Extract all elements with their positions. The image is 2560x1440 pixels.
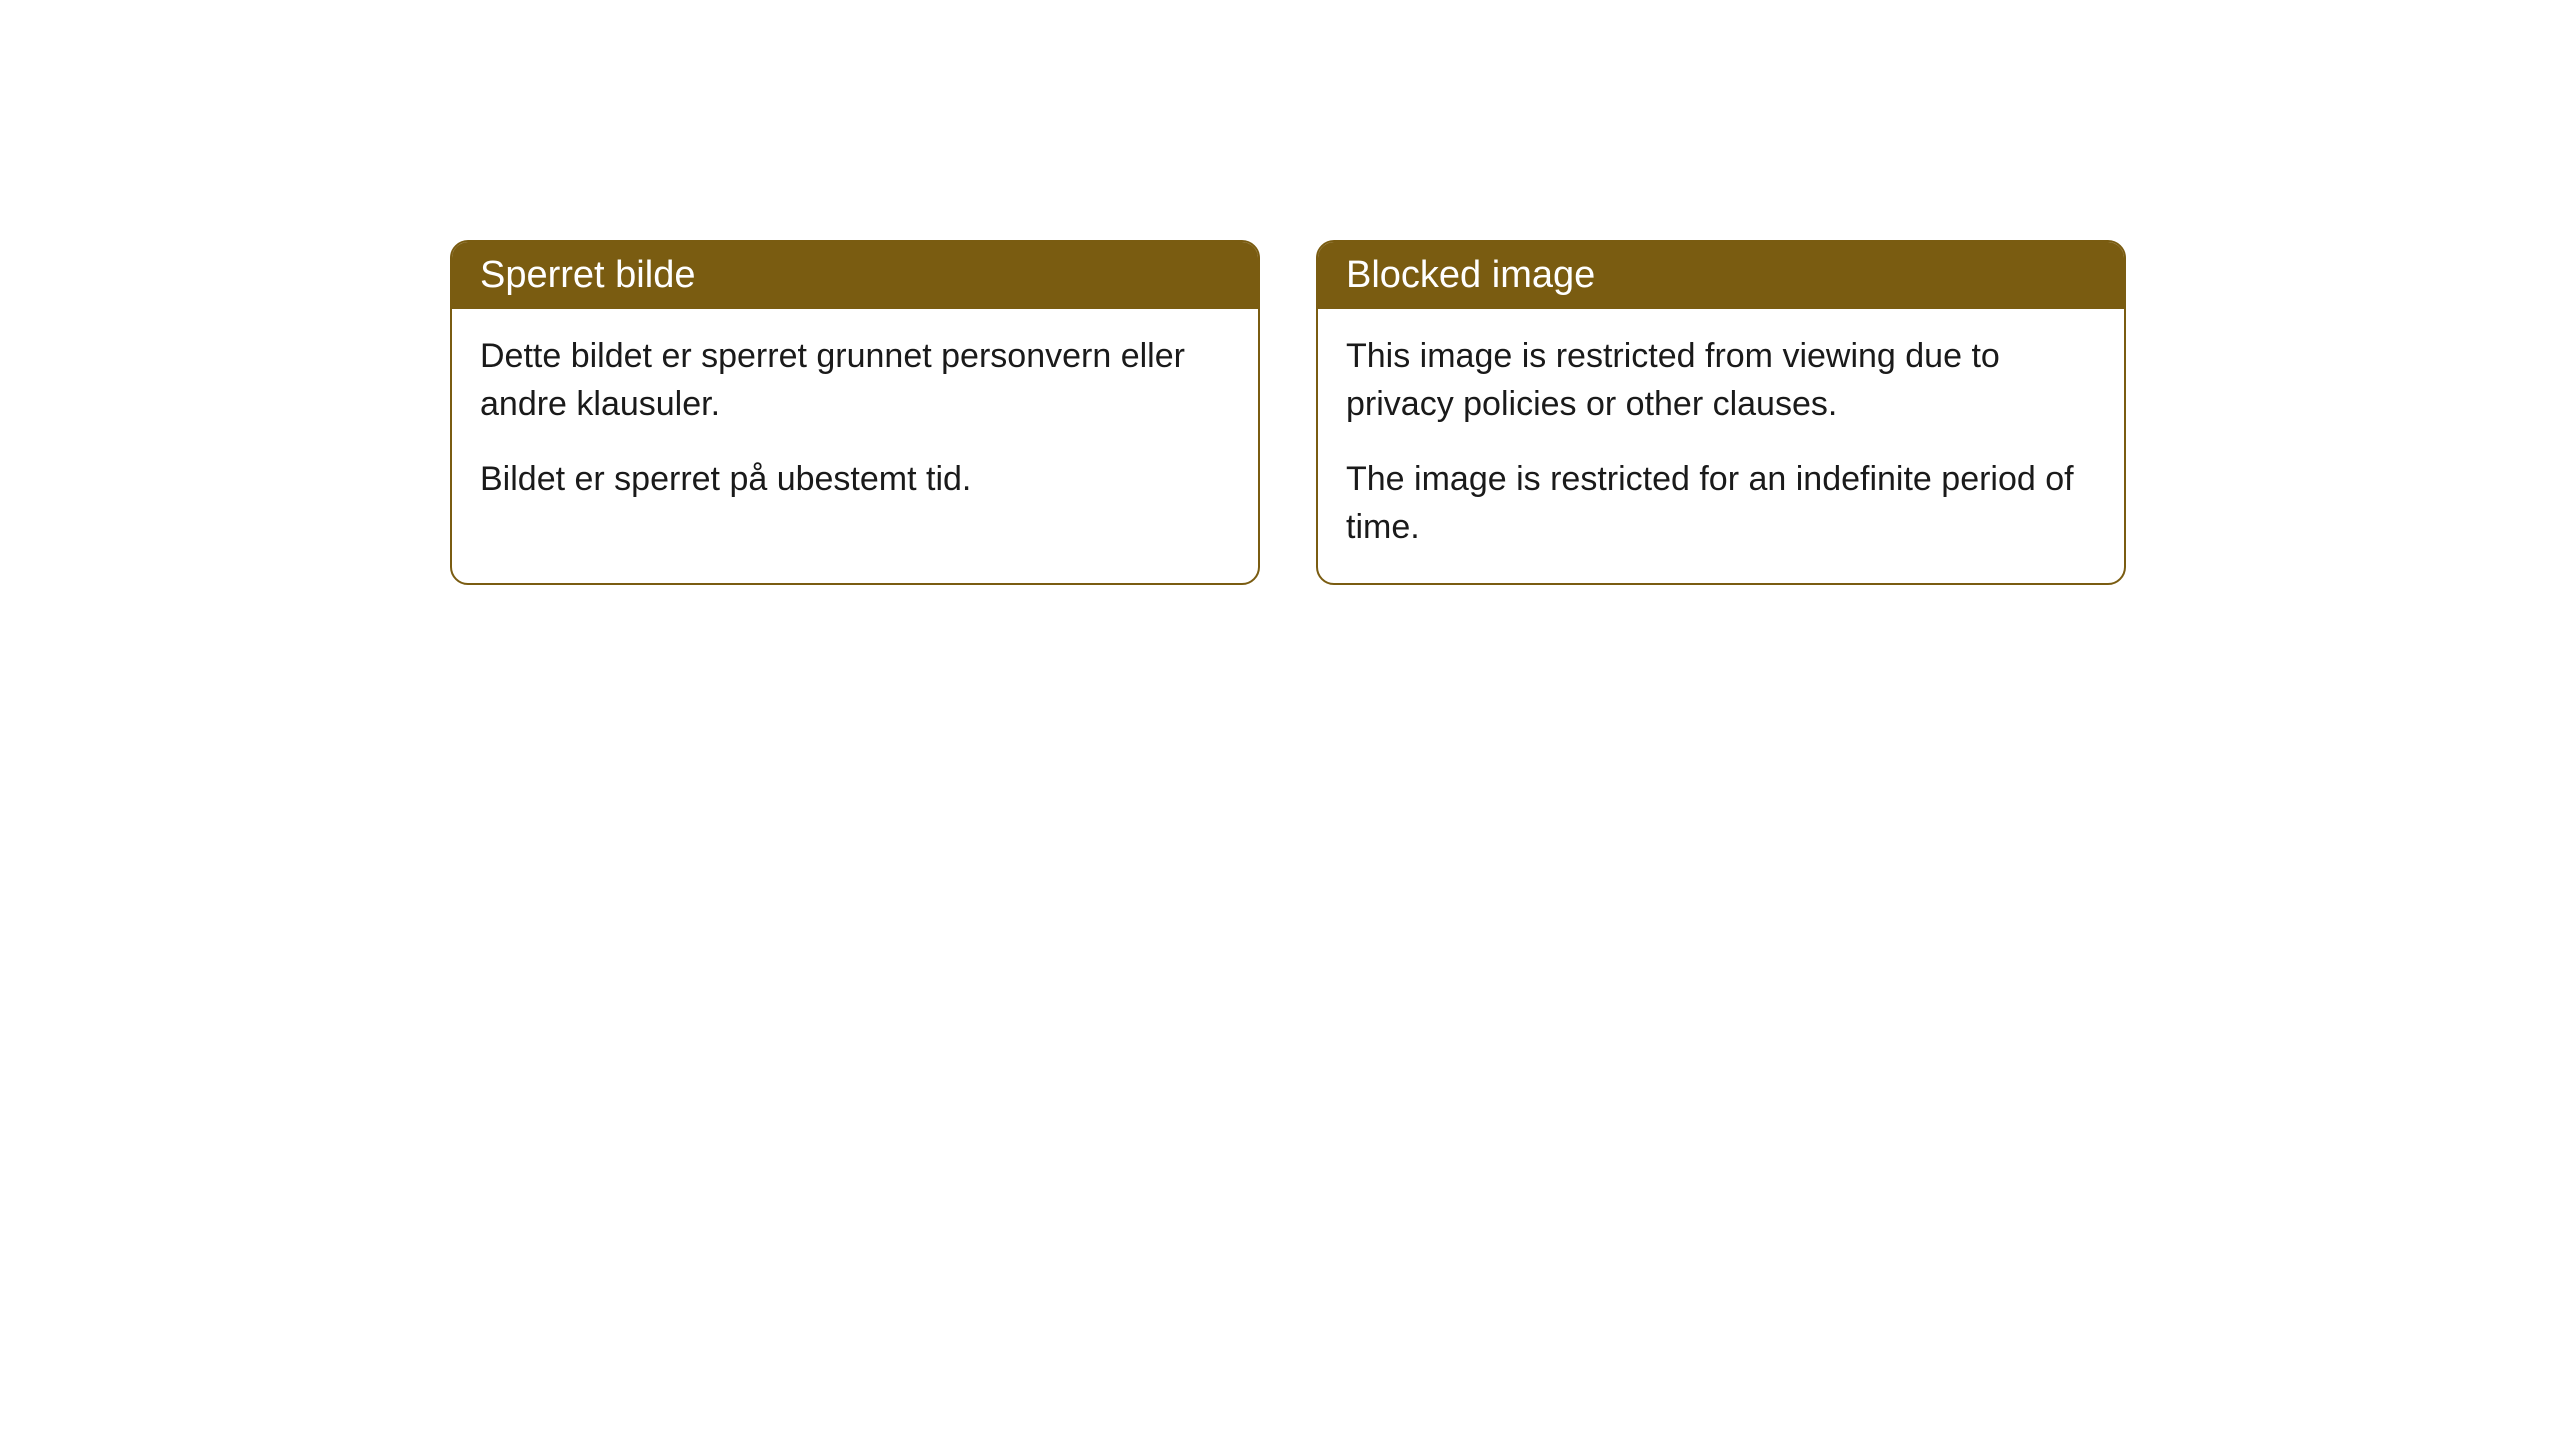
card-body-english: This image is restricted from viewing du…	[1318, 309, 2124, 583]
card-paragraph: Dette bildet er sperret grunnet personve…	[480, 333, 1230, 428]
card-paragraph: Bildet er sperret på ubestemt tid.	[480, 456, 1230, 504]
card-header-norwegian: Sperret bilde	[452, 242, 1258, 309]
card-title: Sperret bilde	[480, 254, 695, 296]
card-paragraph: The image is restricted for an indefinit…	[1346, 456, 2096, 551]
cards-container: Sperret bilde Dette bildet er sperret gr…	[450, 240, 2560, 585]
card-english: Blocked image This image is restricted f…	[1316, 240, 2126, 585]
card-body-norwegian: Dette bildet er sperret grunnet personve…	[452, 309, 1258, 536]
card-norwegian: Sperret bilde Dette bildet er sperret gr…	[450, 240, 1260, 585]
card-header-english: Blocked image	[1318, 242, 2124, 309]
card-paragraph: This image is restricted from viewing du…	[1346, 333, 2096, 428]
card-title: Blocked image	[1346, 254, 1595, 296]
